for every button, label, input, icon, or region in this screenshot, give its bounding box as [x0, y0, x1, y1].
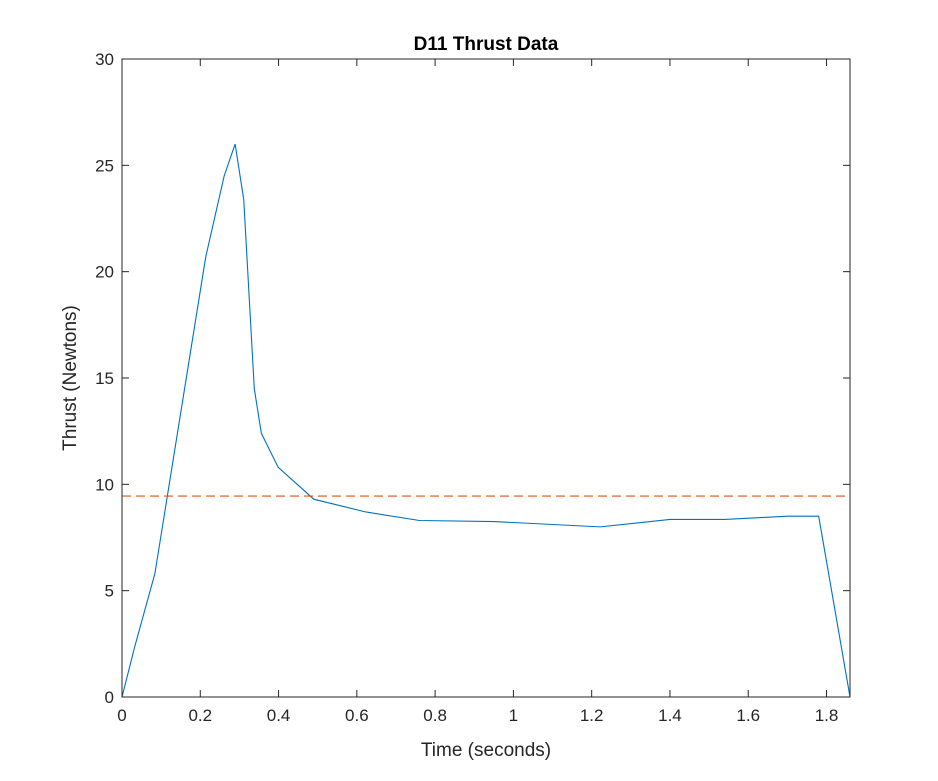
y-tick-label: 25	[95, 156, 114, 175]
x-tick-label: 1.6	[736, 706, 760, 725]
y-tick-label: 10	[95, 475, 114, 494]
x-tick-label: 0.6	[345, 706, 369, 725]
y-tick-label: 0	[105, 688, 114, 707]
y-tick-label: 20	[95, 263, 114, 282]
x-tick-label: 0	[117, 706, 126, 725]
x-axis-label: Time (seconds)	[421, 740, 551, 761]
x-tick-label: 1.4	[658, 706, 682, 725]
chart-title: D11 Thrust Data	[414, 34, 559, 55]
x-tick-label: 1.2	[580, 706, 604, 725]
x-tick-label: 1	[509, 706, 518, 725]
y-axis-label: Thrust (Newtons)	[60, 305, 81, 451]
x-tick-label: 0.2	[188, 706, 212, 725]
y-tick-label: 30	[95, 50, 114, 69]
x-tick-label: 0.8	[423, 706, 447, 725]
series-line-1	[121, 143, 851, 698]
x-tick-label: 0.4	[267, 706, 291, 725]
axes-layer: 0 0.2 0.4 0.6 0.8 1 1.2 1.4 1.6 1.8 0 5 10 15 20 25 30	[95, 50, 851, 725]
y-tick-label: 15	[95, 369, 114, 388]
x-tick-label: 1.8	[815, 706, 839, 725]
series-layer	[121, 143, 851, 698]
y-tick-label: 5	[105, 582, 114, 601]
